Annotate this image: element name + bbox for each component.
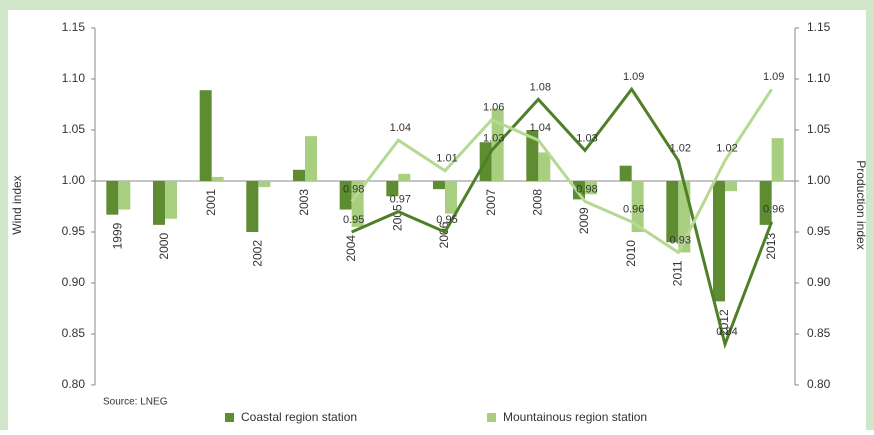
y2-tick-label: 1.05 xyxy=(807,122,831,136)
data-label: 1.09 xyxy=(623,71,644,83)
bar xyxy=(258,181,271,188)
bar xyxy=(199,90,212,181)
bar xyxy=(305,136,317,181)
bar xyxy=(631,181,644,232)
bar xyxy=(118,181,131,210)
data-label: 1.08 xyxy=(530,81,551,93)
x-tick-label: 2007 xyxy=(484,189,498,216)
data-label: 0.97 xyxy=(390,194,411,206)
bar xyxy=(538,152,551,181)
bar xyxy=(246,181,259,232)
bar xyxy=(433,181,445,190)
x-tick-label: 2003 xyxy=(297,189,311,216)
bar xyxy=(153,181,165,225)
y-axis-title: Wind index xyxy=(10,175,24,234)
bar xyxy=(445,181,457,214)
data-label: 1.09 xyxy=(763,71,784,83)
y-tick-label: 0.85 xyxy=(62,326,86,340)
bar xyxy=(666,181,679,243)
data-label: 1.02 xyxy=(716,143,737,155)
x-tick-label: 2011 xyxy=(671,260,685,286)
bar xyxy=(211,176,224,181)
bar xyxy=(585,181,597,195)
y2-tick-label: 0.90 xyxy=(807,275,831,289)
data-label: 1.06 xyxy=(483,102,504,114)
legend-label: Mountainous region station xyxy=(503,410,647,424)
y-tick-label: 0.80 xyxy=(62,377,86,391)
bar xyxy=(619,165,632,181)
y2-axis-title: Production index xyxy=(854,160,868,249)
bar xyxy=(339,181,352,210)
data-label: 1.04 xyxy=(530,122,551,134)
y-tick-label: 0.90 xyxy=(62,275,86,289)
data-label: 0.96 xyxy=(763,204,784,216)
y-tick-label: 1.10 xyxy=(62,71,86,85)
line xyxy=(350,88,773,255)
bar xyxy=(771,138,784,181)
data-label: 0.95 xyxy=(343,214,364,226)
data-label: 0.96 xyxy=(623,204,644,216)
bar xyxy=(106,181,119,215)
source: Source: LNEG xyxy=(103,397,168,408)
line xyxy=(351,86,774,350)
data-label: 1.04 xyxy=(390,122,411,134)
bar xyxy=(293,169,305,181)
legend-swatch xyxy=(487,413,496,422)
bar xyxy=(725,181,737,192)
data-label: 0.98 xyxy=(343,183,364,195)
y2-tick-label: 1.10 xyxy=(807,71,831,85)
y2-tick-label: 1.00 xyxy=(807,173,831,187)
data-label: 0.95 xyxy=(436,214,457,226)
bar xyxy=(573,181,585,200)
bar xyxy=(526,130,539,181)
y-tick-label: 1.15 xyxy=(62,20,86,34)
x-tick-label: 2013 xyxy=(764,233,778,260)
bar xyxy=(351,181,364,227)
bar xyxy=(398,173,411,181)
data-label: 0.93 xyxy=(670,234,691,246)
y2-tick-label: 0.85 xyxy=(807,326,831,340)
y-tick-label: 0.95 xyxy=(62,224,86,238)
bar xyxy=(713,181,725,302)
legend-label: Coastal region station xyxy=(241,410,357,424)
data-label: 1.03 xyxy=(576,132,597,144)
bar xyxy=(386,181,399,197)
x-tick-label: 2000 xyxy=(157,233,171,260)
x-tick-label: 2010 xyxy=(624,240,638,267)
x-tick-label: 2001 xyxy=(204,189,218,216)
data-label: 0.84 xyxy=(716,326,737,338)
data-label: 0.98 xyxy=(576,183,597,195)
y-tick-label: 1.00 xyxy=(62,173,86,187)
x-tick-label: 2005 xyxy=(391,204,405,231)
y2-tick-label: 0.80 xyxy=(807,377,831,391)
y2-tick-label: 1.15 xyxy=(807,20,831,34)
x-tick-label: 2004 xyxy=(344,235,358,262)
data-label: 1.03 xyxy=(483,132,504,144)
data-label: 1.02 xyxy=(670,143,691,155)
legend-swatch xyxy=(225,413,234,422)
x-tick-label: 2002 xyxy=(251,240,265,267)
y-tick-label: 1.05 xyxy=(62,122,86,136)
y2-tick-label: 0.95 xyxy=(807,224,831,238)
bar xyxy=(165,181,177,219)
x-tick-label: 2008 xyxy=(531,189,545,216)
bar xyxy=(759,181,772,225)
x-tick-label: 2009 xyxy=(577,207,591,234)
data-label: 1.01 xyxy=(436,153,457,165)
x-tick-label: 1999 xyxy=(111,222,125,249)
